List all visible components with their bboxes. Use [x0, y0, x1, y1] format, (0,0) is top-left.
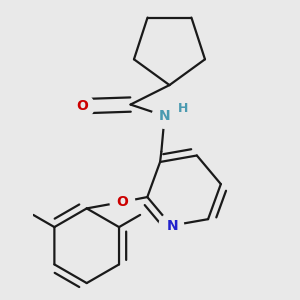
- Circle shape: [152, 103, 177, 128]
- Circle shape: [159, 213, 184, 238]
- Circle shape: [110, 190, 135, 214]
- Text: N: N: [167, 219, 179, 232]
- Text: H: H: [178, 102, 189, 115]
- Circle shape: [70, 94, 94, 119]
- Text: N: N: [159, 109, 170, 123]
- Text: O: O: [116, 195, 128, 209]
- Text: O: O: [76, 99, 88, 113]
